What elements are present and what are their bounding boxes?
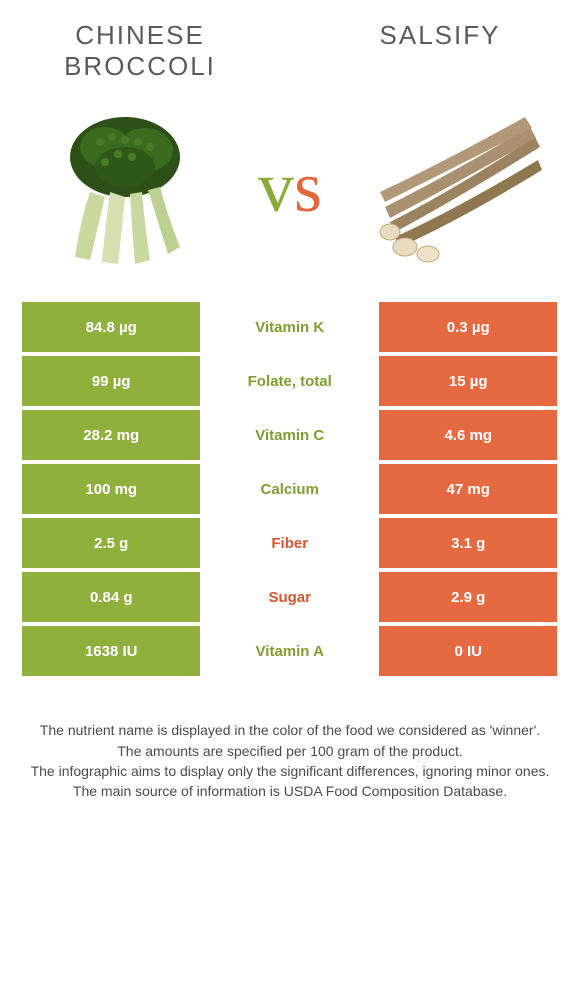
right-value: 47 mg <box>379 464 557 514</box>
vs-label: vs <box>258 151 322 223</box>
table-row: 100 mg Calcium 47 mg <box>22 464 558 514</box>
vs-v: v <box>258 147 294 227</box>
footer-line: The amounts are specified per 100 gram o… <box>20 741 560 761</box>
table-row: 1638 IU Vitamin A 0 IU <box>22 626 558 676</box>
right-value: 0.3 µg <box>379 302 557 352</box>
right-value: 0 IU <box>379 626 557 676</box>
left-value: 100 mg <box>22 464 200 514</box>
right-food-image <box>360 92 550 282</box>
left-value: 2.5 g <box>22 518 200 568</box>
footer-line: The infographic aims to display only the… <box>20 761 560 781</box>
vs-s: s <box>294 147 322 227</box>
right-value: 3.1 g <box>379 518 557 568</box>
nutrient-name: Vitamin A <box>200 626 378 676</box>
right-value: 15 µg <box>379 356 557 406</box>
table-row: 99 µg Folate, total 15 µg <box>22 356 558 406</box>
footer-line: The main source of information is USDA F… <box>20 781 560 801</box>
header: Chinese broccoli Salsify <box>0 0 580 92</box>
table-row: 84.8 µg Vitamin K 0.3 µg <box>22 302 558 352</box>
table-row: 2.5 g Fiber 3.1 g <box>22 518 558 568</box>
left-value: 1638 IU <box>22 626 200 676</box>
left-food-image <box>30 92 220 282</box>
table-row: 28.2 mg Vitamin C 4.6 mg <box>22 410 558 460</box>
left-value: 28.2 mg <box>22 410 200 460</box>
right-value: 2.9 g <box>379 572 557 622</box>
right-food-title: Salsify <box>330 20 550 51</box>
left-value: 0.84 g <box>22 572 200 622</box>
nutrient-table: 84.8 µg Vitamin K 0.3 µg 99 µg Folate, t… <box>0 302 580 676</box>
left-value: 84.8 µg <box>22 302 200 352</box>
left-value: 99 µg <box>22 356 200 406</box>
left-food-title: Chinese broccoli <box>30 20 250 82</box>
nutrient-name: Vitamin K <box>200 302 378 352</box>
nutrient-name: Fiber <box>200 518 378 568</box>
table-row: 0.84 g Sugar 2.9 g <box>22 572 558 622</box>
footer-line: The nutrient name is displayed in the co… <box>20 720 560 740</box>
right-value: 4.6 mg <box>379 410 557 460</box>
nutrient-name: Folate, total <box>200 356 378 406</box>
nutrient-name: Vitamin C <box>200 410 378 460</box>
nutrient-name: Sugar <box>200 572 378 622</box>
footer-notes: The nutrient name is displayed in the co… <box>0 680 580 801</box>
nutrient-name: Calcium <box>200 464 378 514</box>
images-row: vs <box>0 92 580 302</box>
